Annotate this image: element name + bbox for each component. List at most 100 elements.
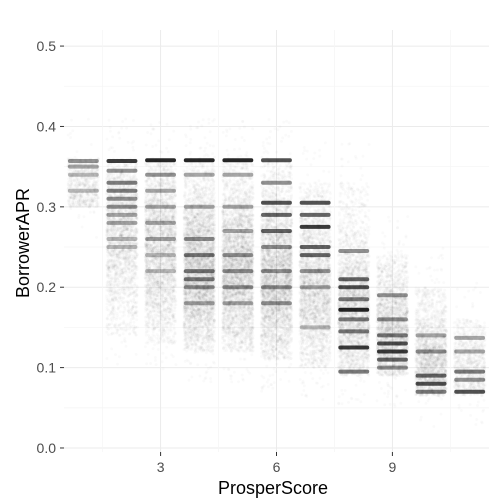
point — [135, 301, 138, 304]
point — [110, 274, 113, 277]
point — [90, 143, 93, 146]
point — [69, 136, 72, 139]
point — [136, 242, 139, 245]
point — [96, 202, 99, 205]
point — [119, 317, 122, 320]
point — [106, 283, 109, 286]
point — [116, 229, 119, 232]
point — [81, 177, 84, 180]
point — [113, 307, 116, 310]
point — [132, 242, 135, 245]
point — [120, 322, 123, 325]
point — [115, 332, 118, 335]
point — [111, 135, 114, 138]
point — [130, 311, 133, 314]
point — [125, 202, 128, 205]
point — [110, 327, 113, 330]
point — [106, 261, 109, 264]
point — [132, 291, 135, 294]
category-points-2 — [105, 118, 139, 366]
point — [83, 202, 86, 205]
point — [113, 317, 116, 320]
point — [89, 205, 92, 208]
point — [135, 232, 138, 235]
point — [133, 321, 136, 324]
point — [151, 145, 154, 148]
point — [105, 306, 108, 309]
point — [123, 217, 126, 220]
point — [77, 184, 80, 187]
point — [107, 184, 110, 187]
point — [129, 261, 132, 264]
point — [150, 132, 153, 135]
point — [152, 347, 155, 350]
point — [112, 264, 115, 267]
point — [132, 317, 135, 320]
point — [114, 217, 117, 220]
point — [119, 178, 122, 181]
point — [130, 165, 133, 168]
point — [106, 209, 109, 212]
point — [121, 186, 124, 189]
point — [106, 299, 109, 302]
point — [115, 253, 118, 256]
point — [85, 170, 88, 173]
point — [107, 333, 110, 336]
point — [67, 134, 70, 137]
point — [130, 308, 133, 311]
point — [106, 228, 109, 231]
point — [95, 169, 98, 172]
point — [128, 324, 131, 327]
point — [124, 118, 127, 121]
point — [135, 305, 138, 308]
point — [105, 357, 108, 360]
point — [145, 183, 148, 186]
point — [116, 201, 119, 204]
point — [122, 297, 125, 300]
point — [73, 179, 76, 182]
point — [112, 302, 115, 305]
point — [132, 305, 135, 308]
point — [109, 226, 112, 229]
point — [124, 340, 127, 343]
point — [127, 276, 130, 279]
point — [119, 261, 122, 264]
point — [132, 149, 135, 152]
point — [74, 183, 77, 186]
point — [165, 182, 168, 185]
point — [128, 285, 131, 288]
point — [114, 201, 117, 204]
point — [134, 186, 137, 189]
point — [126, 230, 129, 233]
point — [124, 193, 127, 196]
point — [112, 228, 115, 231]
point — [114, 353, 117, 356]
point — [173, 326, 176, 329]
point — [112, 268, 115, 271]
point — [129, 271, 132, 274]
point — [126, 295, 129, 298]
point — [117, 259, 120, 262]
point — [134, 271, 137, 274]
point — [76, 150, 79, 153]
point — [110, 322, 113, 325]
point — [161, 341, 164, 344]
point — [114, 290, 117, 293]
point — [120, 193, 123, 196]
point — [110, 251, 113, 254]
point — [123, 322, 126, 325]
point — [135, 289, 138, 292]
point — [125, 252, 128, 255]
point — [118, 137, 121, 140]
point — [129, 226, 132, 229]
point — [131, 146, 134, 149]
point — [134, 228, 137, 231]
point — [108, 268, 111, 271]
point — [118, 355, 121, 358]
point — [120, 341, 123, 344]
point — [107, 328, 110, 331]
point — [150, 123, 153, 126]
point — [131, 266, 134, 269]
point — [120, 127, 123, 130]
point — [123, 288, 126, 291]
